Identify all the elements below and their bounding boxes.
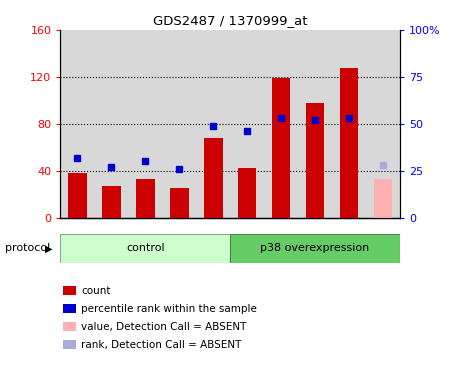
Text: p38 overexpression: p38 overexpression — [260, 243, 370, 254]
Bar — [272, 78, 291, 218]
Bar — [339, 68, 359, 218]
Text: count: count — [81, 286, 111, 296]
Bar — [136, 179, 155, 218]
Text: percentile rank within the sample: percentile rank within the sample — [81, 304, 257, 313]
Bar — [264, 30, 298, 217]
Bar — [230, 30, 264, 217]
Bar — [196, 30, 230, 217]
Text: value, Detection Call = ABSENT: value, Detection Call = ABSENT — [81, 322, 247, 332]
Bar — [204, 138, 223, 218]
Title: GDS2487 / 1370999_at: GDS2487 / 1370999_at — [153, 15, 307, 27]
Bar — [60, 30, 94, 217]
Bar — [94, 30, 128, 217]
Bar — [238, 168, 257, 217]
Bar — [230, 234, 400, 262]
Bar — [102, 186, 121, 218]
Bar — [298, 30, 332, 217]
Bar — [332, 30, 366, 217]
Text: rank, Detection Call = ABSENT: rank, Detection Call = ABSENT — [81, 340, 242, 350]
Text: protocol: protocol — [5, 243, 50, 254]
Text: control: control — [126, 243, 165, 254]
Text: ▶: ▶ — [45, 243, 52, 254]
Bar — [68, 173, 87, 217]
Bar — [128, 30, 162, 217]
Bar — [366, 30, 400, 217]
Bar — [373, 179, 392, 218]
Bar — [306, 103, 325, 218]
Bar — [162, 30, 196, 217]
Bar — [60, 234, 230, 262]
Bar — [170, 188, 189, 218]
